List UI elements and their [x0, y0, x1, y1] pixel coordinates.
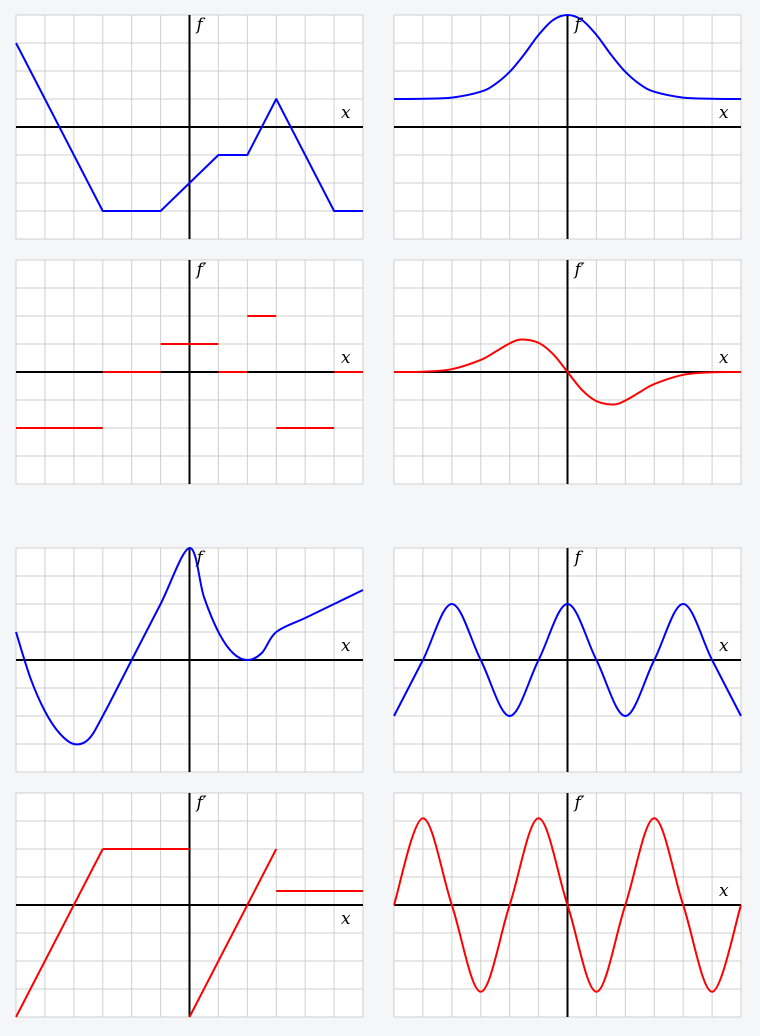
chart-panel-fprime-steps: f′ x [15, 259, 364, 485]
series-line [393, 338, 742, 406]
y-axis-label: f [195, 548, 206, 568]
series-line [15, 848, 104, 1018]
x-axis-label: x [719, 881, 729, 901]
y-axis-label: f′ [573, 260, 585, 280]
x-axis-label: x [341, 909, 351, 929]
x-axis-label: x [341, 636, 351, 656]
chart-panel-f-mixed: fx [15, 547, 364, 773]
series-line [393, 817, 742, 993]
y-axis-label: f [195, 15, 206, 35]
series-line [15, 42, 363, 212]
y-axis-label: f [573, 548, 584, 568]
chart-panel-f-piecewise: fx [15, 14, 364, 240]
x-axis-label: x [719, 103, 729, 123]
series-line [15, 547, 364, 746]
x-axis-label: x [341, 103, 351, 123]
series-line [393, 14, 742, 100]
series-line [393, 603, 742, 717]
chart-panel-fprime-wave: f′ x [393, 792, 742, 1018]
y-axis-label: f [573, 15, 584, 35]
chart-panel-fprime-ramps: f′ x [15, 792, 364, 1018]
chart-panel-f-bump: fx [393, 14, 742, 240]
chart-panel-fprime-bump: f′ x [393, 259, 742, 485]
y-axis-label: f′ [195, 260, 207, 280]
x-axis-label: x [719, 348, 729, 368]
y-axis-label: f′ [573, 793, 585, 813]
x-axis-label: x [719, 636, 729, 656]
series-line [188, 848, 278, 1018]
y-axis-label: f′ [195, 793, 207, 813]
x-axis-label: x [341, 348, 351, 368]
chart-panel-f-wave: fx [393, 547, 742, 773]
